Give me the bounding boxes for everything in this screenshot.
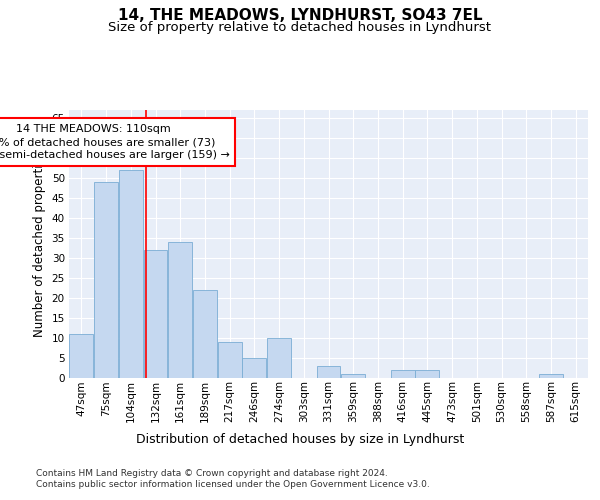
Text: Contains HM Land Registry data © Crown copyright and database right 2024.: Contains HM Land Registry data © Crown c… xyxy=(36,469,388,478)
Text: Contains public sector information licensed under the Open Government Licence v3: Contains public sector information licen… xyxy=(36,480,430,489)
Bar xyxy=(218,342,242,378)
Bar xyxy=(415,370,439,378)
Y-axis label: Number of detached properties: Number of detached properties xyxy=(33,151,46,337)
Bar xyxy=(143,250,167,378)
Bar xyxy=(267,338,291,378)
Bar xyxy=(242,358,266,378)
Bar xyxy=(539,374,563,378)
Bar xyxy=(168,242,192,378)
Text: Size of property relative to detached houses in Lyndhurst: Size of property relative to detached ho… xyxy=(109,21,491,34)
Text: Distribution of detached houses by size in Lyndhurst: Distribution of detached houses by size … xyxy=(136,432,464,446)
Bar xyxy=(70,334,94,378)
Bar xyxy=(317,366,340,378)
Bar xyxy=(119,170,143,378)
Bar xyxy=(341,374,365,378)
Bar xyxy=(391,370,415,378)
Bar xyxy=(193,290,217,378)
Text: 14, THE MEADOWS, LYNDHURST, SO43 7EL: 14, THE MEADOWS, LYNDHURST, SO43 7EL xyxy=(118,8,482,22)
Bar xyxy=(94,182,118,378)
Text: 14 THE MEADOWS: 110sqm
← 31% of detached houses are smaller (73)
69% of semi-det: 14 THE MEADOWS: 110sqm ← 31% of detached… xyxy=(0,124,230,160)
